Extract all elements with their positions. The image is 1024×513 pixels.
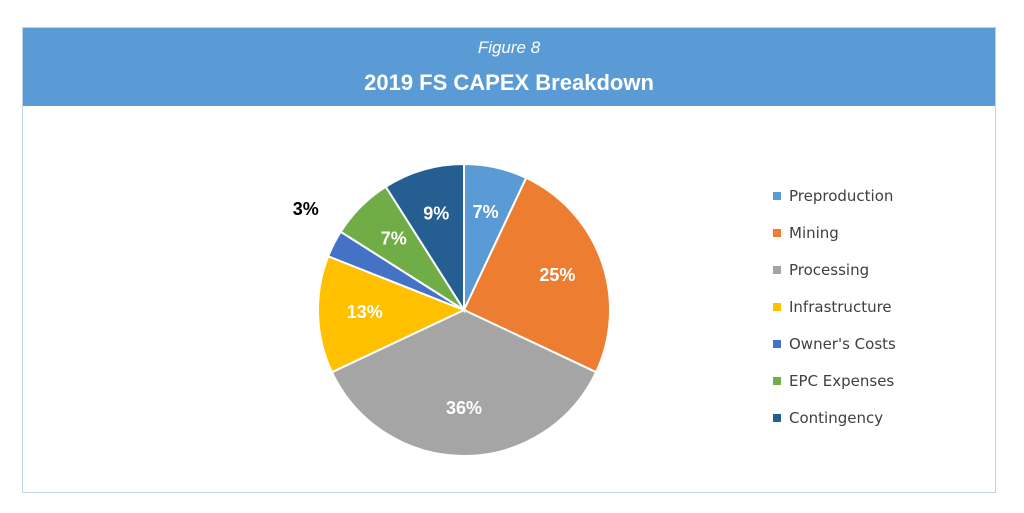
pie-slice-contingency bbox=[384, 162, 465, 314]
legend-label: Preproduction bbox=[789, 186, 894, 205]
legend-item-processing: Processing bbox=[773, 251, 973, 288]
legend-item-mining: Mining bbox=[773, 214, 973, 251]
figure-header-banner: Figure 8 2019 FS CAPEX Breakdown bbox=[23, 28, 995, 106]
legend-item-owner-s-costs: Owner's Costs bbox=[773, 325, 973, 362]
data-label-contingency: 9% bbox=[423, 203, 449, 223]
legend-swatch bbox=[773, 376, 781, 385]
data-label-processing: 36% bbox=[446, 398, 482, 418]
legend-label: Infrastructure bbox=[789, 297, 892, 316]
legend-label: Contingency bbox=[789, 408, 884, 427]
legend-label: Mining bbox=[789, 223, 839, 242]
legend-label: EPC Expenses bbox=[789, 371, 895, 390]
legend-item-contingency: Contingency bbox=[773, 399, 973, 436]
chart-title: 2019 FS CAPEX Breakdown bbox=[364, 70, 654, 95]
legend-label: Owner's Costs bbox=[789, 334, 896, 353]
legend-swatch bbox=[773, 191, 781, 200]
chart-legend: Preproduction Mining Processing Infrastruct… bbox=[773, 177, 973, 436]
pie-slice-infrastructure bbox=[317, 254, 467, 374]
pie-slice-processing bbox=[330, 308, 598, 457]
data-label-infrastructure: 13% bbox=[347, 302, 383, 322]
data-label-owner-s-costs: 3% bbox=[293, 199, 319, 219]
legend-swatch bbox=[773, 339, 781, 348]
legend-swatch bbox=[773, 265, 781, 274]
legend-item-infrastructure: Infrastructure bbox=[773, 288, 973, 325]
legend-item-epc-expenses: EPC Expenses bbox=[773, 362, 973, 399]
data-label-mining: 25% bbox=[539, 265, 575, 285]
legend-item-preproduction: Preproduction bbox=[773, 177, 973, 214]
figure-label: Figure 8 bbox=[477, 38, 541, 57]
legend-label: Processing bbox=[789, 260, 870, 279]
legend-swatch bbox=[773, 302, 781, 311]
legend-swatch bbox=[773, 413, 781, 422]
legend-swatch bbox=[773, 228, 781, 237]
pie-slice-mining bbox=[462, 176, 611, 374]
data-label-preproduction: 7% bbox=[473, 202, 499, 222]
data-label-epc-expenses: 7% bbox=[381, 229, 407, 249]
